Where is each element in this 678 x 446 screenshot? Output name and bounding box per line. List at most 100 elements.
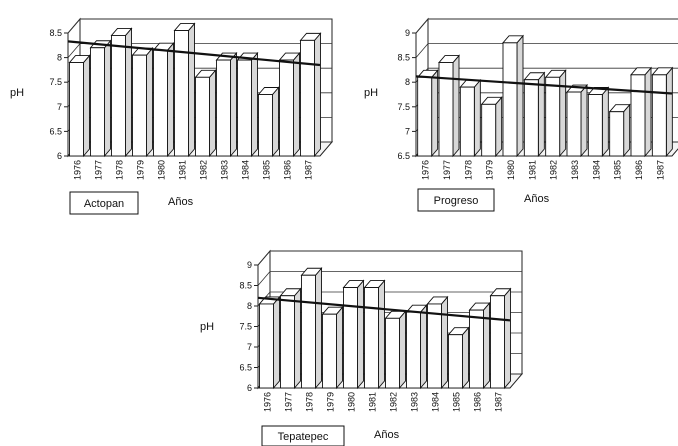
bar-front (490, 295, 505, 389)
bar-side (462, 326, 469, 390)
x-tick-label: 1981 (527, 160, 537, 180)
gridline (415, 18, 678, 34)
bar (236, 51, 259, 158)
bar (480, 96, 503, 158)
x-tick-label: 1985 (613, 160, 623, 180)
bar (384, 310, 407, 390)
x-tick-label: 1987 (494, 392, 504, 412)
y-tick-label: 7.5 (397, 102, 410, 112)
y-axis-title: pH (10, 87, 24, 99)
bar-side (273, 295, 280, 390)
bar-front (301, 274, 316, 389)
x-tick-label: 1983 (410, 392, 420, 412)
bar-side (504, 287, 511, 390)
x-axis-title: Años (168, 196, 194, 208)
x-tick-label: 1979 (326, 392, 336, 412)
x-tick-label: 1976 (421, 160, 431, 180)
bar-front (566, 91, 582, 157)
bar-front (280, 295, 295, 389)
bar-front (545, 76, 561, 157)
x-tick-label: 1984 (431, 392, 441, 412)
y-tick-label: 7 (57, 102, 62, 112)
bar-front (459, 86, 475, 157)
bar-front (481, 103, 497, 157)
bar (258, 295, 281, 390)
bar-side (294, 287, 301, 390)
x-axis-title: Años (524, 193, 550, 205)
bar-front (259, 303, 274, 389)
y-tick-label: 8 (57, 53, 62, 63)
y-tick-label: 9 (405, 28, 410, 38)
bar (342, 279, 365, 390)
bar-front (502, 42, 518, 157)
x-tick-label: 1981 (178, 160, 188, 180)
bar-front (279, 59, 294, 157)
y-axis-title: pH (364, 87, 378, 99)
x-tick-label: 1978 (115, 160, 125, 180)
x-tick-label: 1982 (549, 160, 559, 180)
x-tick-label: 1977 (442, 160, 452, 180)
bar-front (587, 94, 603, 157)
x-tick-label: 1987 (655, 160, 665, 180)
x-tick-label: 1981 (368, 392, 378, 412)
bar (279, 287, 302, 390)
bar-side (378, 279, 385, 390)
station-label: Tepatepec (278, 431, 329, 443)
x-tick-label: 1977 (284, 392, 294, 412)
y-axis-title: pH (200, 321, 214, 333)
x-tick-label: 1986 (634, 160, 644, 180)
bar-front (364, 287, 379, 389)
trend-line (415, 75, 673, 95)
bar (489, 287, 512, 390)
bar (523, 71, 546, 158)
station-label: Progreso (434, 195, 479, 207)
bar (468, 301, 491, 390)
x-tick-label: 1983 (220, 160, 230, 180)
y-tick-label: 6.5 (49, 126, 62, 136)
bar (544, 69, 567, 158)
y-tick-label: 6 (57, 151, 62, 161)
gridline (67, 43, 332, 58)
x-tick-label: 1976 (263, 392, 273, 412)
y-tick-label: 6.5 (239, 363, 252, 373)
bar-front (651, 74, 667, 157)
station-label: Actopan (84, 198, 124, 210)
bar-front (174, 30, 189, 157)
bar-front (300, 39, 315, 157)
bar (416, 69, 439, 158)
gridline (257, 271, 522, 286)
bar-side (483, 301, 490, 390)
y-tick-label: 9 (247, 260, 252, 270)
bar (257, 86, 280, 158)
trend-line (67, 40, 321, 67)
bar (321, 305, 344, 390)
y-tick-label: 7 (247, 342, 252, 352)
bar-front (385, 317, 400, 389)
gridline (415, 43, 678, 58)
bar (89, 39, 112, 158)
x-tick-label: 1985 (262, 160, 272, 180)
bar (608, 103, 631, 158)
bar-front (448, 334, 463, 389)
y-tick-label: 8.5 (397, 53, 410, 63)
x-tick-label: 1986 (473, 392, 483, 412)
x-tick-label: 1986 (283, 160, 293, 180)
bar-side (441, 295, 448, 390)
x-tick-label: 1982 (389, 392, 399, 412)
station-legend-box (261, 425, 345, 446)
y-tick-label: 7.5 (239, 322, 252, 332)
bar (566, 83, 588, 158)
bar-front (90, 47, 105, 157)
bar-front (216, 59, 231, 157)
y-tick-label: 6 (247, 383, 252, 393)
bar-front (343, 287, 358, 389)
bar-front (322, 313, 337, 389)
bar (447, 326, 470, 390)
bar-front (630, 74, 646, 157)
gridline (257, 250, 522, 266)
bar (131, 46, 154, 158)
bar-front (523, 79, 539, 157)
